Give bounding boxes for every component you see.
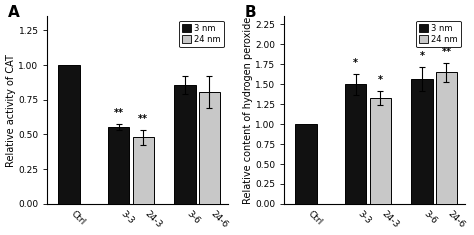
Y-axis label: Relative content of hydrogen peroxide: Relative content of hydrogen peroxide	[243, 16, 253, 204]
Y-axis label: Relative activity of CAT: Relative activity of CAT	[6, 54, 16, 167]
Bar	[58, 65, 80, 204]
Text: *: *	[378, 75, 383, 85]
Text: **: **	[138, 114, 148, 124]
Bar	[174, 85, 196, 204]
Text: B: B	[245, 5, 256, 20]
Bar	[295, 124, 317, 204]
Bar	[199, 92, 220, 204]
Bar	[370, 98, 391, 204]
Text: *: *	[353, 58, 358, 68]
Bar	[108, 127, 129, 204]
Legend: 3 nm, 24 nm: 3 nm, 24 nm	[416, 21, 461, 47]
Text: **: **	[441, 47, 451, 57]
Bar	[133, 137, 154, 204]
Text: A: A	[8, 5, 19, 20]
Bar	[411, 79, 433, 204]
Bar	[345, 84, 366, 204]
Legend: 3 nm, 24 nm: 3 nm, 24 nm	[179, 21, 224, 47]
Text: *: *	[419, 51, 424, 61]
Text: **: **	[114, 108, 124, 118]
Bar	[436, 72, 457, 204]
